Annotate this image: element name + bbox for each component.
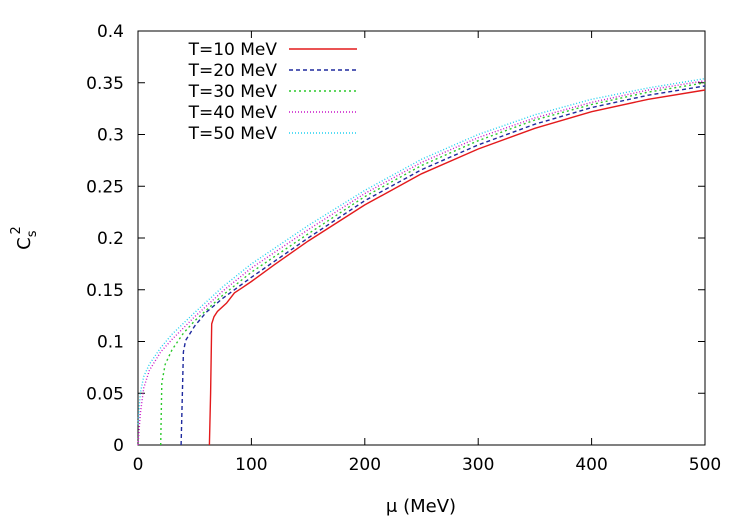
x-tick-label: 300 xyxy=(462,455,494,475)
x-axis-label: μ (MeV) xyxy=(386,496,456,517)
y-tick-label: 0.4 xyxy=(97,22,124,42)
legend-label: T=30 MeV xyxy=(188,82,278,102)
legend-label: T=20 MeV xyxy=(188,61,278,81)
x-tick-label: 500 xyxy=(689,455,721,475)
y-axis-label-sub: s xyxy=(25,230,40,237)
series-line xyxy=(180,85,706,446)
y-tick-label: 0.25 xyxy=(86,177,124,197)
y-tick-label: 0.2 xyxy=(97,229,124,249)
legend-label: T=50 MeV xyxy=(188,124,278,144)
x-tick-label: 100 xyxy=(235,455,267,475)
legend-label: T=40 MeV xyxy=(188,103,278,123)
ticks: 0 100 200 300 400 500 0 0.05 0.1 0.15 0.2 0.25 0.3 0.… xyxy=(86,22,721,475)
series-line xyxy=(137,77,706,425)
x-tick-label: 200 xyxy=(349,455,381,475)
y-axis-label: Cs2 xyxy=(9,226,40,250)
x-tick-label: 0 xyxy=(133,455,144,475)
y-axis-label-base: C xyxy=(14,237,35,250)
x-tick-label: 400 xyxy=(575,455,607,475)
y-axis-label-sup: 2 xyxy=(9,226,24,234)
series-line xyxy=(137,80,706,446)
y-tick-label: 0.1 xyxy=(97,333,124,353)
y-tick-label: 0 xyxy=(113,436,124,456)
y-tick-label: 0.05 xyxy=(86,384,124,404)
series-line xyxy=(208,89,706,446)
legend-label: T=10 MeV xyxy=(188,40,278,60)
y-tick-label: 0.35 xyxy=(86,74,124,94)
series-line xyxy=(160,82,706,446)
y-tick-label: 0.3 xyxy=(97,126,124,146)
y-tick-label: 0.15 xyxy=(86,281,124,301)
curves xyxy=(137,77,706,446)
